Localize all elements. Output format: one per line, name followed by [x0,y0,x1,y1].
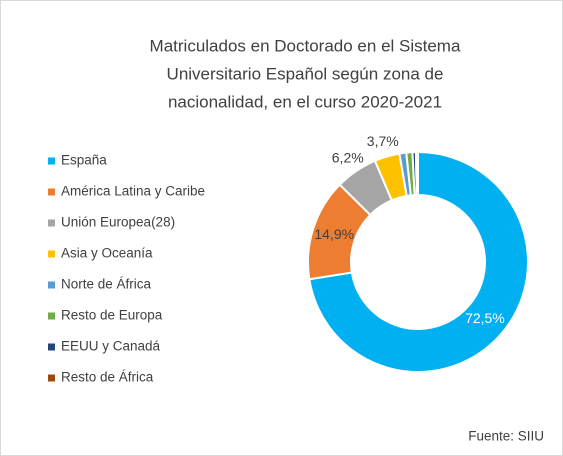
legend-swatch [48,157,55,165]
legend-swatch [48,374,55,382]
legend-label: Norte de África [61,277,152,292]
legend-label: Resto de Europa [61,308,163,323]
legend-label: Unión Europea(28) [61,215,175,230]
chart-title: Matriculados en Doctorado en el Sistema [150,36,461,55]
legend-label: EEUU y Canadá [61,339,161,354]
legend-label: España [61,153,107,168]
data-label: 6,2% [332,149,364,165]
source-note: Fuente: SIIU [468,429,544,444]
legend-swatch [48,188,55,196]
legend-swatch [48,312,55,320]
legend-label: Resto de África [61,370,154,385]
donut-slice [414,150,419,197]
chart-title: nacionalidad, en el curso 2020-2021 [168,92,442,111]
legend-swatch [48,343,55,351]
legend-swatch [48,281,55,289]
legend-label: Asia y Oceanía [61,246,153,261]
legend-swatch [48,250,55,258]
legend-swatch [48,219,55,227]
data-label: 72,5% [465,310,505,326]
donut-slice [308,150,529,373]
data-label: 3,7% [367,133,399,149]
chart-title: Universitario Español según zona de [167,64,444,83]
data-label: 14,9% [314,226,354,242]
legend-label: América Latina y Caribe [61,184,205,199]
